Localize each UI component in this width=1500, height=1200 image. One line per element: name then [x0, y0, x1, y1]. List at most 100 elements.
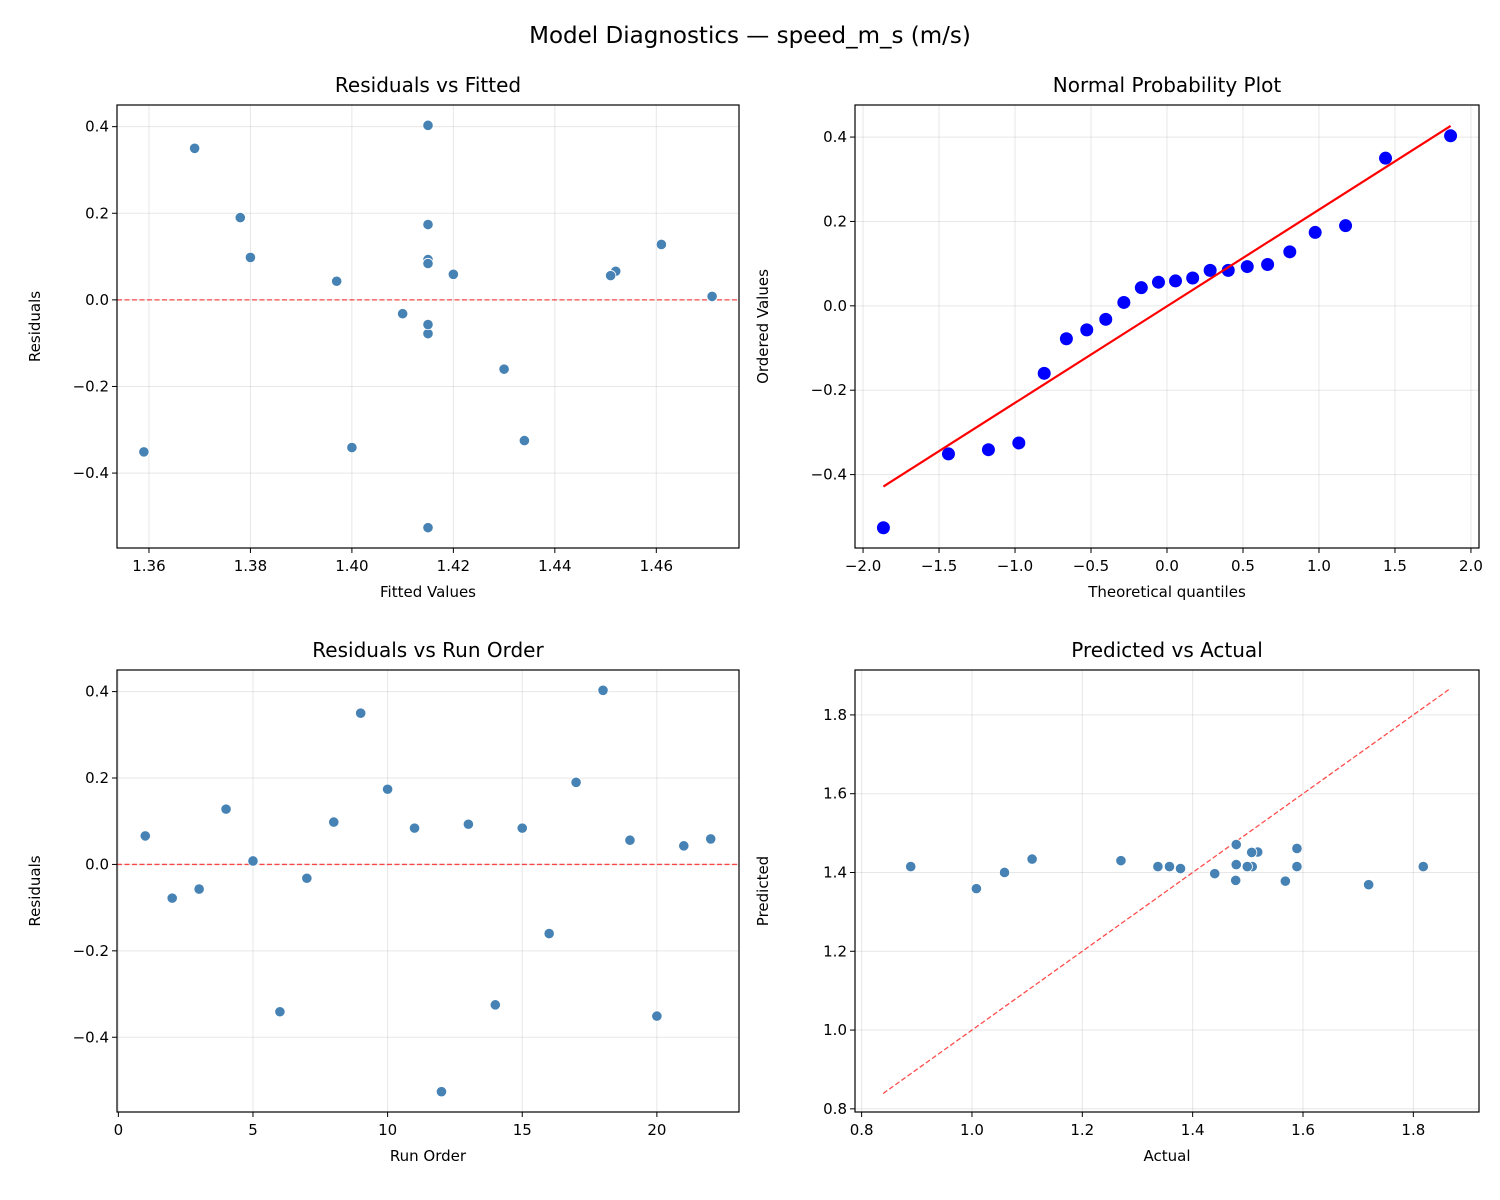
data-point: [193, 883, 205, 895]
y-tick-label: 1.0: [823, 1021, 847, 1039]
x-tick-label: 1.44: [538, 557, 571, 575]
data-point: [247, 855, 259, 867]
y-tick-label: −0.4: [811, 466, 847, 484]
y-tick-label: 0.2: [85, 204, 109, 222]
panel-normal-probability: −2.0 −1.5 −1.0 −0.5 0.0 0.5 1.0 1.5 2.0 −0.4 −0.2 0…: [754, 73, 1483, 601]
x-tick-label: 1.8: [1401, 1121, 1425, 1139]
identity-reference-line: [882, 687, 1452, 1095]
x-tick-label: 1.42: [437, 557, 470, 575]
x-tick-label: 10: [378, 1121, 397, 1139]
data-point: [1012, 436, 1026, 450]
axes-frame: [116, 104, 740, 549]
y-tick-label: 0.2: [823, 212, 847, 230]
data-point: [422, 318, 434, 331]
fit-line: [882, 125, 1452, 488]
data-point: [1037, 366, 1051, 380]
data-point: [1241, 860, 1253, 873]
axes-frame: [116, 669, 740, 1113]
x-tick-label: 1.36: [132, 557, 165, 575]
data-point: [1291, 842, 1303, 855]
data-point: [489, 999, 501, 1011]
data-point: [1152, 860, 1164, 873]
data-point: [462, 818, 474, 830]
data-point: [138, 446, 150, 458]
x-tick-label: 5: [248, 1121, 258, 1139]
data-point: [1444, 129, 1458, 143]
data-point: [1059, 332, 1073, 346]
panel-residuals-vs-fitted: 1.36 1.38 1.40 1.42 1.44 1.46 −0.4 −0.2 0.0 0.2 0.…: [26, 73, 740, 601]
data-point: [422, 257, 434, 270]
data-point: [1261, 257, 1275, 271]
y-tick-label: −0.2: [73, 377, 109, 395]
y-tick-label: 0.4: [85, 683, 109, 701]
x-axis-label: Theoretical quantiles: [1087, 583, 1246, 601]
data-point: [435, 1086, 448, 1098]
data-point: [1308, 225, 1322, 239]
x-tick-label: −0.5: [1073, 557, 1109, 575]
data-point: [624, 834, 636, 846]
data-point: [1115, 855, 1127, 867]
data-point: [655, 238, 667, 251]
data-point: [1279, 875, 1291, 887]
data-point: [981, 443, 995, 457]
data-point: [274, 1006, 286, 1018]
data-point: [1080, 323, 1094, 337]
data-point: [1026, 853, 1038, 865]
axes-title: Predicted vs Actual: [1071, 638, 1263, 662]
data-point: [998, 866, 1011, 879]
data-point: [328, 816, 340, 828]
x-tick-label: 1.40: [335, 557, 368, 575]
data-point: [355, 707, 367, 719]
data-point: [518, 435, 530, 447]
data-point: [422, 522, 434, 534]
data-point: [1230, 859, 1242, 871]
y-axis-label: Predicted: [754, 856, 772, 926]
data-point: [422, 218, 434, 231]
data-point: [543, 927, 555, 940]
x-tick-label: 1.5: [1383, 557, 1407, 575]
data-point: [1417, 860, 1429, 873]
data-point: [1186, 271, 1200, 285]
x-tick-label: 15: [513, 1121, 532, 1139]
data-point: [1203, 263, 1217, 277]
data-point: [1240, 260, 1254, 274]
data-point: [1169, 274, 1183, 288]
y-axis-label: Residuals: [26, 291, 44, 362]
x-tick-label: 1.0: [960, 1121, 984, 1139]
data-point: [1209, 868, 1221, 880]
data-point: [346, 441, 358, 454]
data-point: [516, 822, 528, 834]
data-point: [1339, 219, 1353, 233]
y-tick-label: 1.8: [823, 706, 847, 724]
x-axis-label: Fitted Values: [380, 583, 476, 601]
data-point: [244, 251, 257, 264]
y-tick-label: −0.2: [73, 942, 109, 960]
axes-title: Residuals vs Run Order: [312, 638, 544, 662]
data-point: [382, 783, 394, 795]
data-point: [1134, 281, 1148, 295]
x-tick-label: 1.4: [1181, 1121, 1205, 1139]
data-point: [422, 119, 434, 131]
data-point: [876, 521, 890, 535]
panel-residuals-vs-run-order: 0 5 10 15 20 −0.4 −0.2 0.0 0.2 0.4 Residuals vs Ru…: [26, 638, 740, 1165]
y-tick-label: −0.4: [73, 1028, 109, 1046]
data-point: [1291, 860, 1303, 873]
data-point: [1163, 860, 1176, 873]
data-point: [408, 822, 421, 834]
data-point: [1379, 151, 1393, 165]
data-point: [941, 447, 955, 461]
x-tick-label: 0: [114, 1121, 124, 1139]
data-point: [1246, 846, 1258, 858]
data-point: [705, 833, 717, 845]
y-tick-label: 0.4: [823, 128, 847, 146]
data-point: [1363, 879, 1375, 891]
data-point: [905, 860, 917, 873]
x-tick-label: 20: [647, 1121, 666, 1139]
y-tick-label: 1.2: [823, 942, 847, 960]
data-point: [706, 290, 718, 303]
data-point: [1151, 275, 1165, 289]
data-point: [166, 892, 178, 904]
figure-title: Model Diagnostics — speed_m_s (m/s): [529, 23, 971, 49]
